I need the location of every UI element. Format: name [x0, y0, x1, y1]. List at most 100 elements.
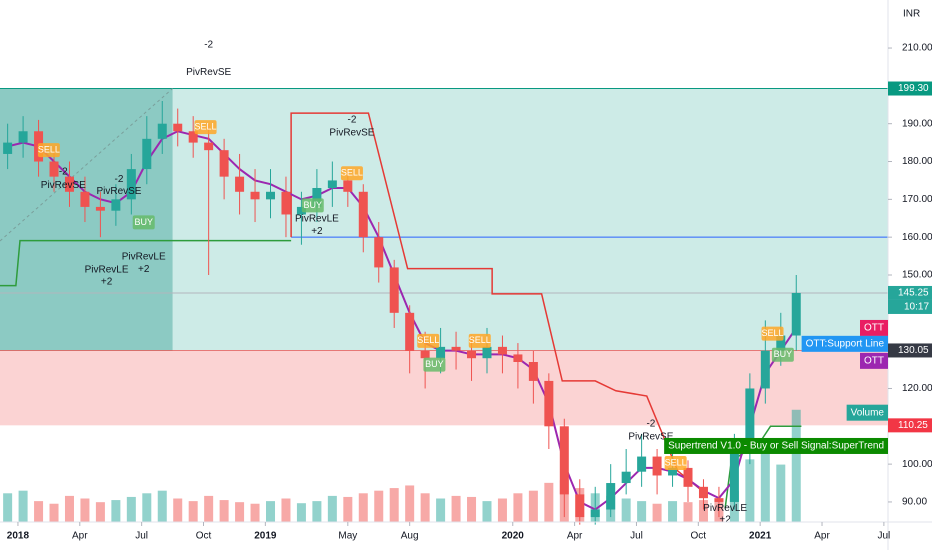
x-tick-label: Apr — [72, 531, 88, 542]
candle-body — [49, 161, 59, 177]
annotation: +2 — [138, 264, 150, 275]
annotation: -2 — [646, 419, 655, 430]
plot-area: SELL BUY SELL SELL BUY SELL BUY SELL SELL SELL BUY… — [0, 40, 888, 525]
volume-bar — [389, 488, 399, 522]
candle-body — [544, 380, 554, 427]
volume-bar — [312, 501, 322, 522]
indicator-tag: OTT — [864, 323, 884, 334]
indicator-tag-box — [860, 352, 888, 369]
x-tick-label: May — [338, 531, 357, 542]
volume-bar — [49, 503, 59, 522]
signal-tag — [301, 198, 324, 213]
currency: INR — [903, 9, 920, 20]
candle-body — [497, 346, 507, 355]
signal-tag — [417, 333, 440, 348]
price-label: 145.25 — [898, 288, 929, 299]
volume-bar — [528, 490, 538, 522]
signal-label: BUY — [304, 200, 323, 210]
x-tick-label: 2021 — [749, 531, 772, 542]
candle-body — [219, 150, 229, 177]
signal-tag — [761, 326, 784, 341]
volume-bar — [544, 482, 554, 522]
volume-bar — [374, 490, 384, 522]
annotation: PivRevSE — [628, 432, 673, 443]
ott-line — [7, 130, 798, 511]
annotation: PivRevSE — [41, 180, 86, 191]
candle-body — [312, 187, 322, 207]
candle-body — [714, 498, 724, 502]
signal-label: SELL — [417, 335, 439, 345]
x-tick-label: Apr — [567, 531, 583, 542]
volume-bar — [3, 493, 13, 522]
indicator-tag: OTT:Support Line — [806, 338, 885, 349]
volume-bar — [436, 498, 446, 522]
x-tick-label: Jul — [630, 531, 643, 542]
y-tick-label: 150.00 — [902, 270, 932, 281]
candle-body — [157, 123, 167, 139]
indicator-line — [290, 112, 703, 492]
signal-tag — [468, 333, 491, 348]
price-label: 110.25 — [898, 420, 928, 431]
candle-body — [729, 448, 739, 502]
candle-body — [436, 346, 446, 359]
candle-body — [745, 388, 755, 449]
signal-tag — [132, 215, 155, 230]
price-label-box — [888, 81, 932, 96]
annotation: +2 — [311, 226, 323, 237]
candle-body — [126, 169, 136, 200]
candle-body — [389, 267, 399, 313]
volume-bar — [776, 464, 786, 522]
candle-body — [652, 456, 662, 476]
signal-tag — [664, 455, 687, 470]
volume-bar — [219, 500, 229, 522]
annotation: PivRevLE — [295, 213, 339, 224]
volume-bar — [188, 501, 198, 522]
volume-bar — [420, 493, 430, 522]
volume-bar — [327, 495, 337, 522]
signal-label: SELL — [762, 328, 784, 338]
indicator-tag-box — [846, 404, 888, 421]
signal-tag — [423, 357, 446, 372]
candle-body — [266, 191, 276, 200]
candle-body — [559, 426, 569, 495]
annotation: PivRevSE — [96, 186, 141, 197]
volume-bar — [745, 459, 755, 522]
signal-label: SELL — [38, 145, 60, 155]
volume-bar — [296, 503, 306, 522]
candle-body — [188, 131, 198, 143]
volume-bar — [250, 503, 260, 522]
y-tick-label: 190.00 — [902, 118, 932, 129]
volume-bar — [791, 409, 801, 522]
candle-body — [621, 471, 631, 484]
annotation: -2 — [59, 166, 68, 177]
volume-bar — [358, 493, 368, 522]
annotation: -2 — [347, 115, 356, 126]
annotation: +2 — [101, 276, 113, 287]
candle-body — [575, 494, 585, 518]
y-tick-label: 160.00 — [902, 232, 932, 243]
volume-bar — [34, 501, 44, 522]
volume-bar — [95, 502, 105, 522]
candle-body — [451, 346, 461, 351]
volume-bar — [18, 490, 28, 522]
y-tick-label: 210.00 — [902, 43, 932, 54]
y-tick-label: 120.00 — [902, 383, 932, 394]
indicator-tag: Volume — [851, 407, 885, 418]
price-label: 130.05 — [898, 345, 929, 356]
y-tick-label: 170.00 — [902, 194, 932, 205]
volume-bar — [173, 498, 183, 522]
volume-bar — [467, 496, 477, 522]
candle-body — [281, 191, 291, 215]
signal-tag — [771, 347, 794, 362]
candle-body — [64, 176, 74, 192]
price-label-box — [888, 418, 932, 433]
candle-body — [18, 131, 28, 143]
annotation: PivRevLE — [85, 264, 129, 275]
volume-bar — [497, 498, 507, 522]
candle-body — [606, 483, 616, 510]
volume-bar — [482, 501, 492, 522]
candle-body — [3, 142, 13, 154]
price-label-box — [888, 285, 932, 300]
candle-body — [760, 350, 770, 389]
